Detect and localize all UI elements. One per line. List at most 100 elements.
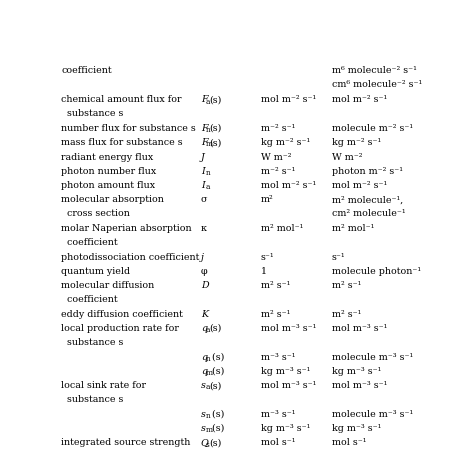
Text: molecule m⁻³ s⁻¹: molecule m⁻³ s⁻¹ (332, 410, 413, 419)
Text: cross section: cross section (61, 210, 130, 219)
Text: n: n (206, 169, 210, 177)
Text: molecule photon⁻¹: molecule photon⁻¹ (332, 267, 421, 276)
Text: W m⁻²: W m⁻² (332, 153, 362, 162)
Text: s: s (201, 410, 206, 419)
Text: mol m⁻³ s⁻¹: mol m⁻³ s⁻¹ (261, 324, 316, 333)
Text: m⁻² s⁻¹: m⁻² s⁻¹ (261, 167, 295, 176)
Text: Q: Q (201, 438, 209, 447)
Text: m⁻² s⁻¹: m⁻² s⁻¹ (261, 124, 295, 133)
Text: mol m⁻² s⁻¹: mol m⁻² s⁻¹ (261, 181, 316, 190)
Text: coefficient: coefficient (61, 66, 112, 75)
Text: molecule m⁻² s⁻¹: molecule m⁻² s⁻¹ (332, 124, 413, 133)
Text: mol m⁻³ s⁻¹: mol m⁻³ s⁻¹ (332, 381, 387, 390)
Text: mol m⁻² s⁻¹: mol m⁻² s⁻¹ (261, 95, 316, 104)
Text: K: K (201, 310, 208, 319)
Text: s⁻¹: s⁻¹ (332, 253, 346, 262)
Text: kg m⁻³ s⁻¹: kg m⁻³ s⁻¹ (332, 424, 381, 433)
Text: n: n (206, 355, 210, 363)
Text: m⁶ molecule⁻² s⁻¹: m⁶ molecule⁻² s⁻¹ (332, 66, 417, 75)
Text: mol m⁻³ s⁻¹: mol m⁻³ s⁻¹ (261, 381, 316, 390)
Text: kg m⁻³ s⁻¹: kg m⁻³ s⁻¹ (332, 367, 381, 376)
Text: m² mol⁻¹: m² mol⁻¹ (332, 224, 374, 233)
Text: photon amount flux: photon amount flux (61, 181, 155, 190)
Text: radiant energy flux: radiant energy flux (61, 153, 153, 162)
Text: local production rate for: local production rate for (61, 324, 179, 333)
Text: σ: σ (201, 195, 207, 204)
Text: (s): (s) (210, 410, 225, 419)
Text: m² molecule⁻¹,: m² molecule⁻¹, (332, 195, 403, 204)
Text: substance s: substance s (61, 338, 123, 347)
Text: kg m⁻² s⁻¹: kg m⁻² s⁻¹ (332, 138, 381, 147)
Text: m² s⁻¹: m² s⁻¹ (261, 310, 290, 319)
Text: mol m⁻² s⁻¹: mol m⁻² s⁻¹ (332, 95, 387, 104)
Text: (s): (s) (210, 424, 225, 433)
Text: s⁻¹: s⁻¹ (261, 253, 274, 262)
Text: photodissociation coefficient: photodissociation coefficient (61, 253, 200, 262)
Text: (s): (s) (210, 324, 222, 333)
Text: m: m (206, 426, 213, 434)
Text: photon number flux: photon number flux (61, 167, 156, 176)
Text: 1: 1 (261, 267, 266, 276)
Text: W m⁻²: W m⁻² (261, 153, 291, 162)
Text: m²: m² (261, 195, 273, 204)
Text: mol s⁻¹: mol s⁻¹ (261, 438, 295, 447)
Text: m⁻³ s⁻¹: m⁻³ s⁻¹ (261, 410, 295, 419)
Text: substance s: substance s (61, 395, 123, 404)
Text: q: q (201, 324, 207, 333)
Text: molecular diffusion: molecular diffusion (61, 281, 155, 290)
Text: mol m⁻³ s⁻¹: mol m⁻³ s⁻¹ (332, 324, 387, 333)
Text: molecule m⁻³ s⁻¹: molecule m⁻³ s⁻¹ (332, 353, 413, 362)
Text: n: n (206, 126, 210, 134)
Text: (s): (s) (210, 353, 225, 362)
Text: n: n (206, 412, 210, 420)
Text: m² s⁻¹: m² s⁻¹ (332, 281, 361, 290)
Text: a: a (206, 98, 210, 106)
Text: m: m (206, 369, 213, 377)
Text: s: s (201, 381, 206, 390)
Text: coefficient: coefficient (61, 295, 118, 304)
Text: a: a (206, 183, 210, 191)
Text: F: F (201, 138, 207, 147)
Text: m² s⁻¹: m² s⁻¹ (332, 310, 361, 319)
Text: mass flux for substance s: mass flux for substance s (61, 138, 182, 147)
Text: κ: κ (201, 224, 207, 233)
Text: (s): (s) (210, 438, 222, 447)
Text: (s): (s) (210, 381, 222, 390)
Text: number flux for substance s: number flux for substance s (61, 124, 196, 133)
Text: photon m⁻² s⁻¹: photon m⁻² s⁻¹ (332, 167, 403, 176)
Text: m: m (206, 140, 213, 148)
Text: integrated source strength: integrated source strength (61, 438, 191, 447)
Text: kg m⁻³ s⁻¹: kg m⁻³ s⁻¹ (261, 424, 310, 433)
Text: a: a (206, 383, 210, 392)
Text: local sink rate for: local sink rate for (61, 381, 146, 390)
Text: mol m⁻² s⁻¹: mol m⁻² s⁻¹ (332, 181, 387, 190)
Text: cm² molecule⁻¹: cm² molecule⁻¹ (332, 210, 405, 219)
Text: kg m⁻³ s⁻¹: kg m⁻³ s⁻¹ (261, 367, 310, 376)
Text: (s): (s) (210, 138, 222, 147)
Text: (s): (s) (210, 95, 222, 104)
Text: F: F (201, 124, 207, 133)
Text: m² mol⁻¹: m² mol⁻¹ (261, 224, 303, 233)
Text: m⁻³ s⁻¹: m⁻³ s⁻¹ (261, 353, 295, 362)
Text: m² s⁻¹: m² s⁻¹ (261, 281, 290, 290)
Text: (s): (s) (210, 367, 225, 376)
Text: molar Naperian absorption: molar Naperian absorption (61, 224, 191, 233)
Text: s: s (206, 440, 210, 448)
Text: q: q (201, 353, 207, 362)
Text: F: F (201, 95, 207, 104)
Text: a: a (206, 326, 210, 334)
Text: molecular absorption: molecular absorption (61, 195, 164, 204)
Text: quantum yield: quantum yield (61, 267, 130, 276)
Text: chemical amount flux for: chemical amount flux for (61, 95, 182, 104)
Text: substance s: substance s (61, 109, 123, 118)
Text: D: D (201, 281, 208, 290)
Text: kg m⁻² s⁻¹: kg m⁻² s⁻¹ (261, 138, 310, 147)
Text: I: I (201, 181, 204, 190)
Text: mol s⁻¹: mol s⁻¹ (332, 438, 366, 447)
Text: eddy diffusion coefficient: eddy diffusion coefficient (61, 310, 183, 319)
Text: coefficient: coefficient (61, 238, 118, 247)
Text: cm⁶ molecule⁻² s⁻¹: cm⁶ molecule⁻² s⁻¹ (332, 80, 422, 89)
Text: J: J (201, 153, 204, 162)
Text: s: s (201, 424, 206, 433)
Text: I: I (201, 167, 204, 176)
